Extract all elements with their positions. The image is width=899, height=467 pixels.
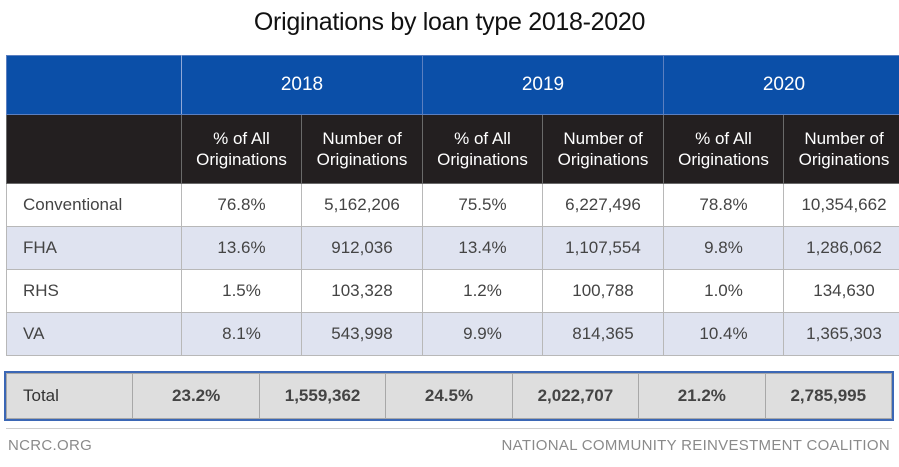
column-header-num: Number of Originations xyxy=(783,114,899,184)
table-cell: 5,162,206 xyxy=(301,183,423,227)
column-header-pct: % of All Originations xyxy=(663,114,784,184)
row-label: FHA xyxy=(6,226,182,270)
year-header-2020: 2020 xyxy=(663,55,899,115)
table-cell: 814,365 xyxy=(542,312,664,356)
total-cell: 1,559,362 xyxy=(258,373,387,419)
total-cell: 23.2% xyxy=(132,373,260,419)
total-label: Total xyxy=(5,373,134,419)
column-header-pct: % of All Originations xyxy=(181,114,302,184)
column-header-num: Number of Originations xyxy=(542,114,664,184)
table-cell: 103,328 xyxy=(301,269,423,313)
table-cell: 10,354,662 xyxy=(783,183,899,227)
total-table: Total 23.2% 1,559,362 24.5% 2,022,707 21… xyxy=(4,371,894,421)
table-cell: 1.2% xyxy=(422,269,543,313)
table-cell: 13.6% xyxy=(181,226,302,270)
total-cell: 2,785,995 xyxy=(764,373,893,419)
row-label: VA xyxy=(6,312,182,356)
table-cell: 1,107,554 xyxy=(542,226,664,270)
footer-divider xyxy=(6,428,892,429)
originations-table: 2018 2019 2020 % of All Originations Numb… xyxy=(6,55,899,356)
column-header-row: % of All Originations Number of Originatio… xyxy=(6,114,899,184)
total-row: Total 23.2% 1,559,362 24.5% 2,022,707 21… xyxy=(5,373,893,419)
table-cell: 76.8% xyxy=(181,183,302,227)
chart-title: Originations by loan type 2018-2020 xyxy=(253,8,646,36)
table-cell: 1,365,303 xyxy=(783,312,899,356)
table-cell: 134,630 xyxy=(783,269,899,313)
column-header-pct: % of All Originations xyxy=(422,114,543,184)
table-cell: 912,036 xyxy=(301,226,423,270)
year-header-blank xyxy=(6,55,182,115)
table-cell: 1.5% xyxy=(181,269,302,313)
table-cell: 6,227,496 xyxy=(542,183,664,227)
footer-source: NCRC.ORG xyxy=(8,437,93,454)
table-cell: 1,286,062 xyxy=(783,226,899,270)
column-header-num: Number of Originations xyxy=(301,114,423,184)
row-label: RHS xyxy=(6,269,182,313)
year-header-2018: 2018 xyxy=(181,55,423,115)
row-label: Conventional xyxy=(6,183,182,227)
year-header-2019: 2019 xyxy=(422,55,664,115)
table-cell: 78.8% xyxy=(663,183,784,227)
total-cell: 24.5% xyxy=(385,373,513,419)
total-cell: 21.2% xyxy=(638,373,766,419)
table-cell: 100,788 xyxy=(542,269,664,313)
table-cell: 9.8% xyxy=(663,226,784,270)
table-cell: 75.5% xyxy=(422,183,543,227)
table-cell: 10.4% xyxy=(663,312,784,356)
table-row: Conventional 76.8% 5,162,206 75.5% 6,227… xyxy=(6,183,899,227)
table-row: RHS 1.5% 103,328 1.2% 100,788 1.0% 134,6… xyxy=(6,269,899,313)
table-cell: 1.0% xyxy=(663,269,784,313)
table-cell: 8.1% xyxy=(181,312,302,356)
year-header-row: 2018 2019 2020 xyxy=(6,55,899,115)
table-cell: 9.9% xyxy=(422,312,543,356)
footer-organization: NATIONAL COMMUNITY REINVESTMENT COALITIO… xyxy=(501,437,890,454)
table-cell: 543,998 xyxy=(301,312,423,356)
table-cell: 13.4% xyxy=(422,226,543,270)
column-header-blank xyxy=(6,114,182,184)
table-row: VA 8.1% 543,998 9.9% 814,365 10.4% 1,365… xyxy=(6,312,899,356)
total-cell: 2,022,707 xyxy=(511,373,640,419)
table-row: FHA 13.6% 912,036 13.4% 1,107,554 9.8% 1… xyxy=(6,226,899,270)
